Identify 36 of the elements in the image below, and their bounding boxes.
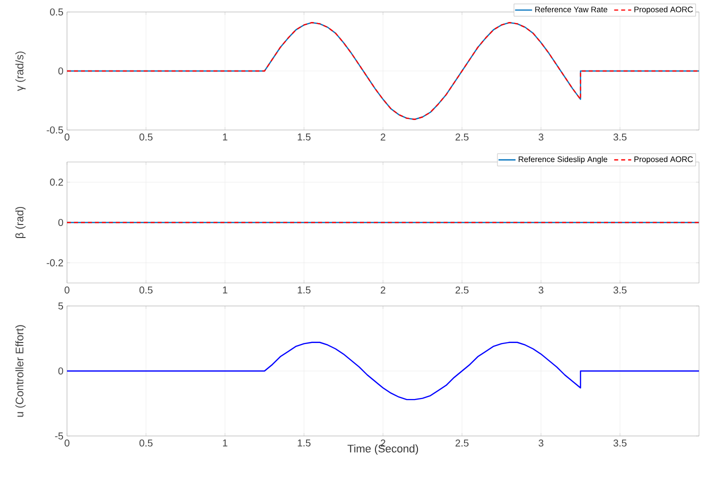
x-tick-label: 0.5: [139, 286, 153, 294]
x-tick-label: 0.5: [139, 134, 153, 141]
x-tick-label: 3: [538, 440, 544, 447]
y-axis-title: γ (rad/s): [15, 52, 26, 92]
x-tick-label: 1.5: [298, 440, 311, 446]
x-tick-label: 2: [380, 134, 386, 140]
y-tick-label: -5: [55, 432, 64, 440]
x-tick-label: 3: [538, 286, 544, 294]
y-tick-label: 0: [58, 67, 64, 75]
y-axis-title: u (Controller Effort): [15, 325, 26, 417]
x-tick-label: 2: [380, 286, 386, 294]
x-tick-label: 0: [64, 134, 70, 141]
y-tick-label: 0.2: [50, 178, 63, 186]
x-tick-label: 3.5: [613, 286, 627, 294]
x-tick-label: 3: [538, 134, 544, 141]
x-tick-label: 3.5: [613, 440, 627, 447]
x-tick-label: 0.5: [139, 440, 153, 447]
x-tick-label: 2.5: [456, 134, 469, 141]
x-tick-label: 3.5: [613, 134, 627, 141]
y-tick-label: -0.2: [46, 259, 63, 266]
x-axis-title: Time (Second): [348, 444, 418, 455]
x-tick-label: 1: [223, 286, 228, 294]
x-tick-label: 2.5: [456, 286, 469, 294]
y-tick-label: 0: [58, 218, 64, 226]
y-axis-title: β (rad): [15, 206, 26, 238]
x-tick-label: 1.5: [298, 134, 311, 140]
x-tick-label: 0: [64, 440, 70, 447]
x-tick-label: 0: [64, 286, 70, 294]
y-tick-label: 5: [58, 302, 64, 310]
x-tick-label: 2.5: [456, 440, 469, 447]
y-tick-label: -0.5: [46, 126, 64, 134]
x-tick-label: 1: [223, 440, 228, 446]
y-tick-label: 0.5: [50, 8, 64, 16]
y-tick-label: 0: [58, 367, 64, 375]
x-tick-label: 1: [223, 134, 228, 140]
x-tick-label: 1.5: [298, 286, 311, 294]
